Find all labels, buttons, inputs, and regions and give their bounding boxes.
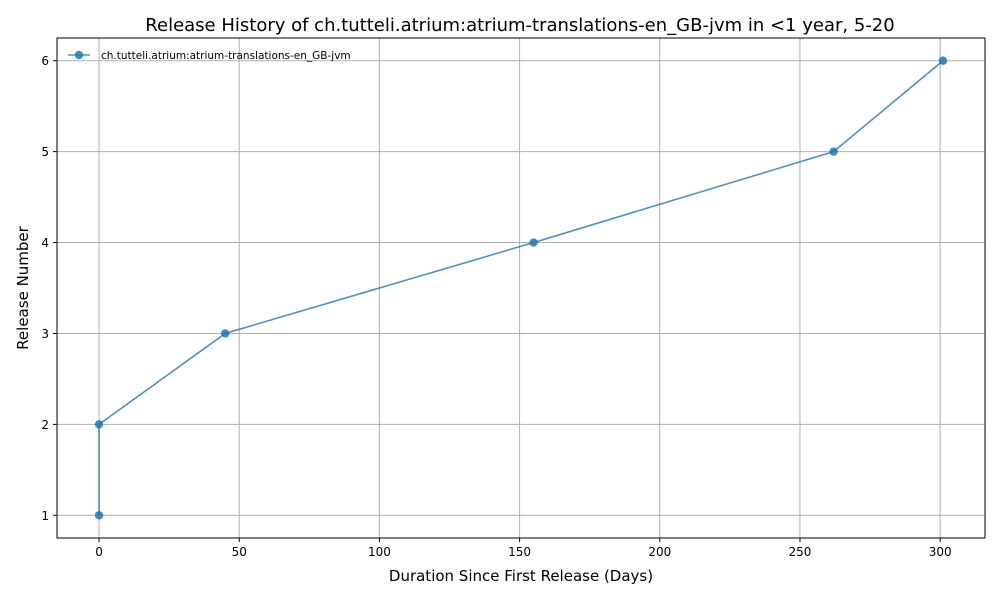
y-axis-ticks: 1 2 3 4 5 6	[41, 54, 57, 523]
series-line	[98, 60, 944, 516]
plot-frame	[56, 37, 986, 539]
series-layer	[94, 56, 948, 520]
legend: ch.tutteli.atrium:atrium-translations-en…	[68, 50, 351, 62]
x-tick-label: 0	[95, 545, 103, 559]
chart-title: Release History of ch.tutteli.atrium:atr…	[145, 15, 894, 36]
x-tick-label: 50	[232, 545, 247, 559]
data-point	[221, 329, 230, 338]
x-tick-label: 150	[508, 545, 531, 559]
y-tick-label: 2	[41, 418, 49, 432]
x-tick-label: 300	[929, 545, 952, 559]
y-tick-label: 4	[41, 236, 49, 250]
legend-label: ch.tutteli.atrium:atrium-translations-en…	[101, 50, 351, 62]
legend-marker	[74, 50, 84, 60]
y-axis-label: Release Number	[14, 225, 32, 349]
x-axis-label: Duration Since First Release (Days)	[389, 567, 653, 585]
data-point	[94, 420, 104, 429]
y-tick-label: 3	[41, 327, 49, 341]
x-tick-label: 200	[648, 545, 671, 559]
data-point	[829, 147, 838, 156]
x-axis-ticks: 0 50 100 150 200 250 300	[95, 538, 952, 559]
grid	[57, 38, 985, 538]
y-tick-label: 1	[41, 509, 49, 523]
x-tick-label: 250	[789, 545, 812, 559]
y-tick-label: 6	[41, 54, 49, 68]
data-point	[938, 56, 948, 65]
data-point	[529, 238, 538, 247]
data-point	[94, 511, 104, 520]
x-tick-label: 100	[368, 545, 391, 559]
y-tick-label: 5	[41, 145, 49, 159]
